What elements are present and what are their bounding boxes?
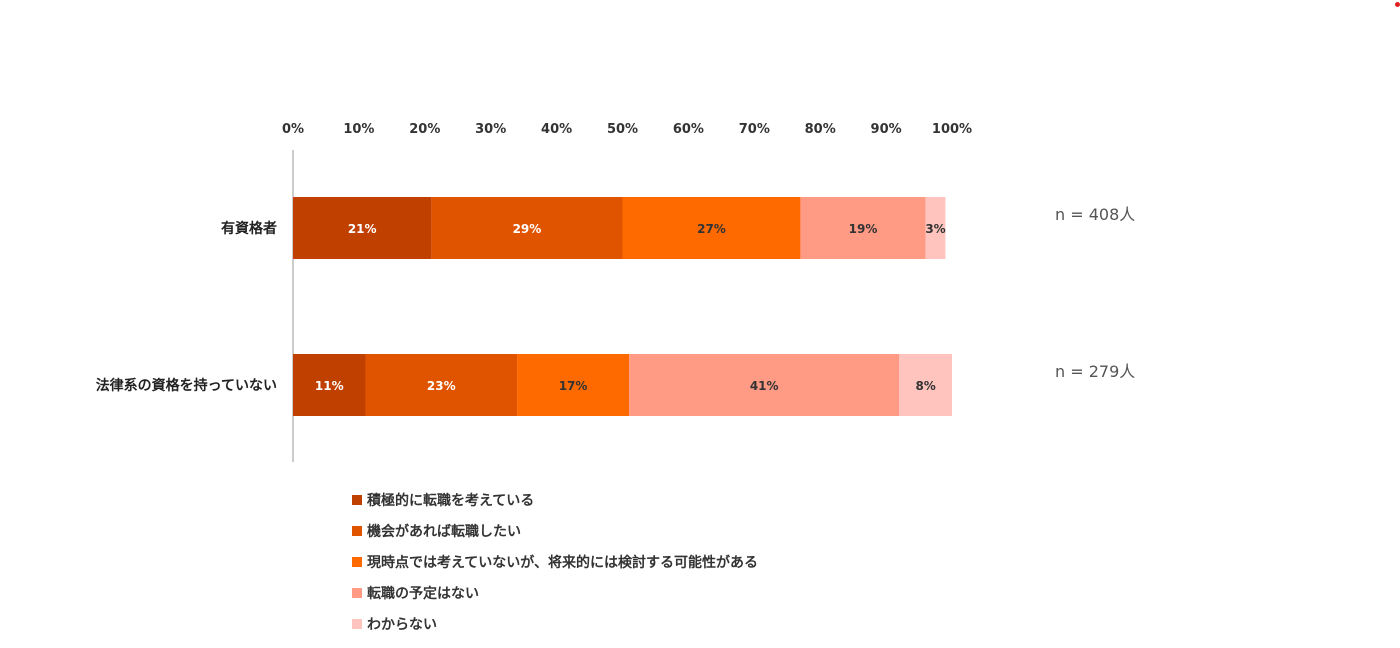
legend-label: 積極的に転職を考えている <box>367 492 535 509</box>
x-tick-label: 10% <box>343 122 374 137</box>
legend-swatch <box>352 618 362 629</box>
legend: 積極的に転職を考えている 機会があれば転職したい現時点では考えていないが、将来的に… <box>352 484 758 639</box>
bars: 21% 29% 27% 19% 3% 11% 23% 17% 41% 8% <box>293 197 952 416</box>
legend-swatch <box>352 494 362 505</box>
x-tick-label: 40% <box>541 122 572 137</box>
legend-swatch <box>352 525 362 536</box>
bar-value-label: 3% <box>925 222 945 236</box>
bar-segment <box>925 197 946 259</box>
bar-value-label: 27% <box>697 222 726 236</box>
x-tick-label: 60% <box>673 122 704 137</box>
legend-swatch <box>352 556 362 567</box>
category-label: 法律系の資格を持っていない <box>96 377 277 394</box>
bar-segment <box>431 197 623 259</box>
bar-value-label: 19% <box>849 222 878 236</box>
x-tick-label: 0% <box>282 122 304 137</box>
legend-label: わからない <box>367 616 437 633</box>
legend-item: 現時点では考えていないが、将来的には検討する可能性がある <box>352 546 758 577</box>
bar-value-label: 8% <box>915 379 935 393</box>
bar-value-label: 11% <box>315 379 344 393</box>
bar-value-label: 29% <box>513 222 542 236</box>
bar-segment <box>622 197 801 259</box>
category-label: 有資格者 <box>221 220 277 237</box>
bar-segment <box>293 197 432 259</box>
bar-value-label: 17% <box>559 379 588 393</box>
legend-swatch <box>352 587 362 598</box>
bar-value-label: 41% <box>750 379 779 393</box>
x-tick-label: 80% <box>805 122 836 137</box>
legend-label: 機会があれば転職したい <box>367 523 521 540</box>
bar-segment <box>899 354 952 416</box>
corner-dot <box>1395 2 1400 7</box>
x-tick-label: 30% <box>475 122 506 137</box>
legend-item: 積極的に転職を考えている <box>352 484 758 515</box>
legend-label: 転職の予定はない <box>367 585 479 602</box>
x-tick-label: 70% <box>739 122 770 137</box>
legend-item: わからない <box>352 608 758 639</box>
legend-item: 機会があれば転職したい <box>352 515 758 546</box>
bar-segment <box>800 197 926 259</box>
bar-segment <box>629 354 900 416</box>
x-tick-label: 90% <box>871 122 902 137</box>
sample-size-label: n = 279人 <box>1055 362 1135 381</box>
bar-value-label: 23% <box>427 379 456 393</box>
legend-label: 現時点では考えていないが、将来的には検討する可能性がある <box>367 554 759 571</box>
x-tick-label: 50% <box>607 122 638 137</box>
x-tick-label: 20% <box>409 122 440 137</box>
bar-segment <box>365 354 518 416</box>
sample-size-labels: n = 408人 n = 279人 <box>1055 205 1135 381</box>
bar-value-label: 21% <box>348 222 377 236</box>
x-axis: 0% 10% 20% 30% 40% 50% 60% 70% 80% 90% 100% <box>282 122 972 137</box>
bar-segment <box>517 354 630 416</box>
x-tick-label: 100% <box>932 122 972 137</box>
sample-size-label: n = 408人 <box>1055 205 1135 224</box>
bar-segment <box>293 354 366 416</box>
legend-item: 転職の予定はない <box>352 577 758 608</box>
